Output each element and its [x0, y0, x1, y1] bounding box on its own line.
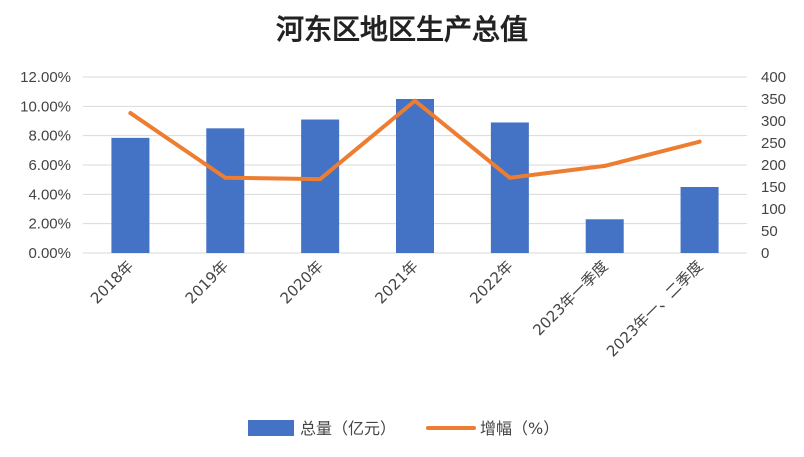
x-tick-label: 2021年 — [371, 257, 421, 307]
y-right-tick-label: 100 — [761, 201, 786, 218]
x-tick-label: 2019年 — [182, 257, 232, 307]
bar — [490, 122, 529, 253]
y-right-tick-label: 50 — [761, 223, 778, 240]
y-left-tick-label: 6.00% — [28, 157, 71, 174]
line-point — [697, 139, 702, 144]
line-point — [223, 175, 228, 180]
y-left-tick-label: 8.00% — [28, 128, 71, 145]
line-point — [413, 98, 417, 103]
x-tick-label: 2018年 — [87, 257, 137, 307]
y-right-tick-label: 400 — [761, 69, 786, 86]
line-point — [128, 111, 133, 116]
line-point — [507, 175, 512, 180]
bar — [680, 187, 719, 253]
bar — [111, 137, 150, 253]
x-tick-label: 2023年一、二季度 — [603, 257, 706, 360]
y-left-tick-label: 0.00% — [28, 245, 71, 262]
legend-label-bar: 总量（亿元） — [300, 419, 396, 438]
y-right-tick-label: 200 — [761, 157, 786, 174]
y-right-tick-label: 300 — [761, 113, 786, 130]
y-right-tick-label: 250 — [761, 135, 786, 152]
x-tick-label: 2023年一季度 — [529, 257, 611, 339]
x-tick-label: 2020年 — [277, 257, 327, 307]
legend-swatch-bar — [248, 420, 294, 436]
y-right-tick-label: 150 — [761, 179, 786, 196]
bar — [396, 99, 434, 253]
legend-label-line: 增幅（%） — [480, 419, 559, 438]
chart-title: 河东区地区生产总值 — [275, 13, 528, 46]
line-point — [602, 163, 607, 168]
line-point — [318, 177, 323, 182]
y-left-tick-label: 2.00% — [28, 216, 71, 233]
y-right-tick-label: 0 — [761, 245, 769, 262]
y-left-tick-label: 12.00% — [20, 69, 71, 86]
y-right-tick-label: 350 — [761, 91, 786, 108]
bar — [206, 128, 245, 253]
bar — [585, 219, 624, 253]
y-left-tick-label: 10.00% — [20, 98, 71, 115]
bar — [301, 119, 340, 254]
x-tick-label: 2022年 — [466, 257, 516, 307]
y-left-tick-label: 4.00% — [28, 186, 71, 203]
